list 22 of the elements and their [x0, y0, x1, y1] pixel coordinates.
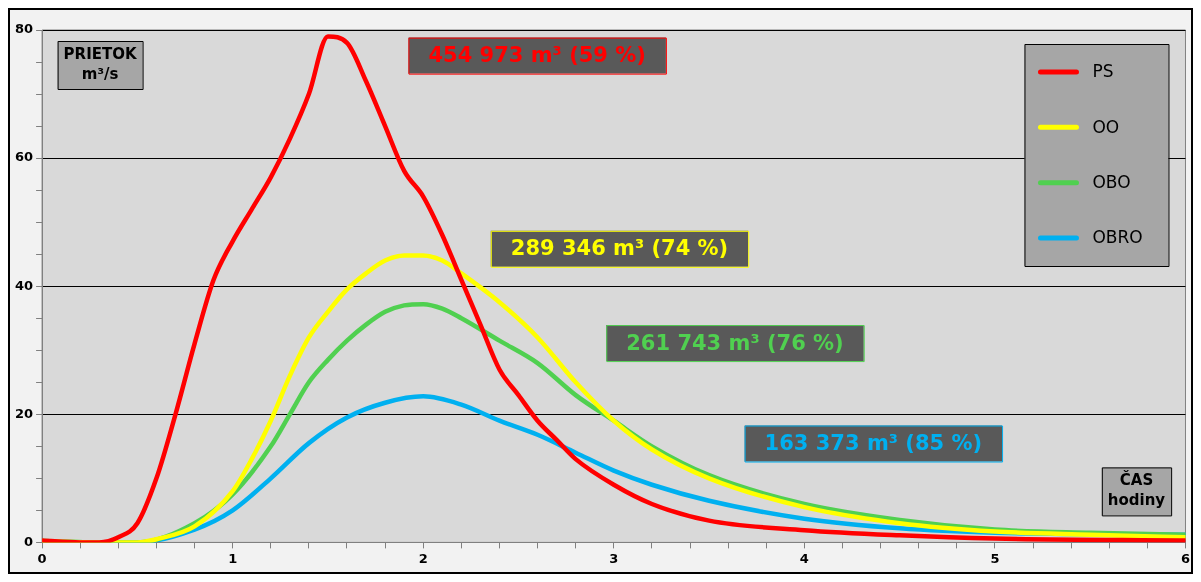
- y-tick-label: 20: [15, 405, 34, 421]
- x-tick-label: 3: [609, 550, 619, 566]
- y-axis-title: PRIETOK m³/s: [63, 44, 138, 83]
- y-tick-label: 80: [15, 21, 34, 37]
- y-tick-label: 40: [15, 277, 34, 293]
- y-tick-label: 0: [24, 533, 34, 549]
- x-tick-label: 6: [1180, 550, 1190, 566]
- annotation: 261 743 m³ (76 %): [626, 330, 844, 355]
- x-tick-label: 4: [799, 550, 809, 566]
- legend-label: OO: [1092, 116, 1120, 137]
- annotation: 289 346 m³ (74 %): [510, 236, 729, 261]
- legend-label: OBO: [1092, 172, 1131, 193]
- y-tick-label: 60: [15, 149, 34, 165]
- x-tick-label: 0: [37, 550, 47, 566]
- x-axis-title: ČAS hodiny: [1107, 470, 1166, 510]
- annotation: 163 373 m³ (85 %): [764, 430, 983, 455]
- annotation: 454 973 m³ (59 %): [428, 43, 646, 68]
- legend-label: OBRO: [1092, 227, 1143, 248]
- x-tick-label: 5: [990, 550, 1000, 566]
- legend-label: PS: [1092, 61, 1114, 82]
- x-tick-label: 1: [228, 550, 238, 566]
- x-tick-label: 2: [418, 550, 428, 566]
